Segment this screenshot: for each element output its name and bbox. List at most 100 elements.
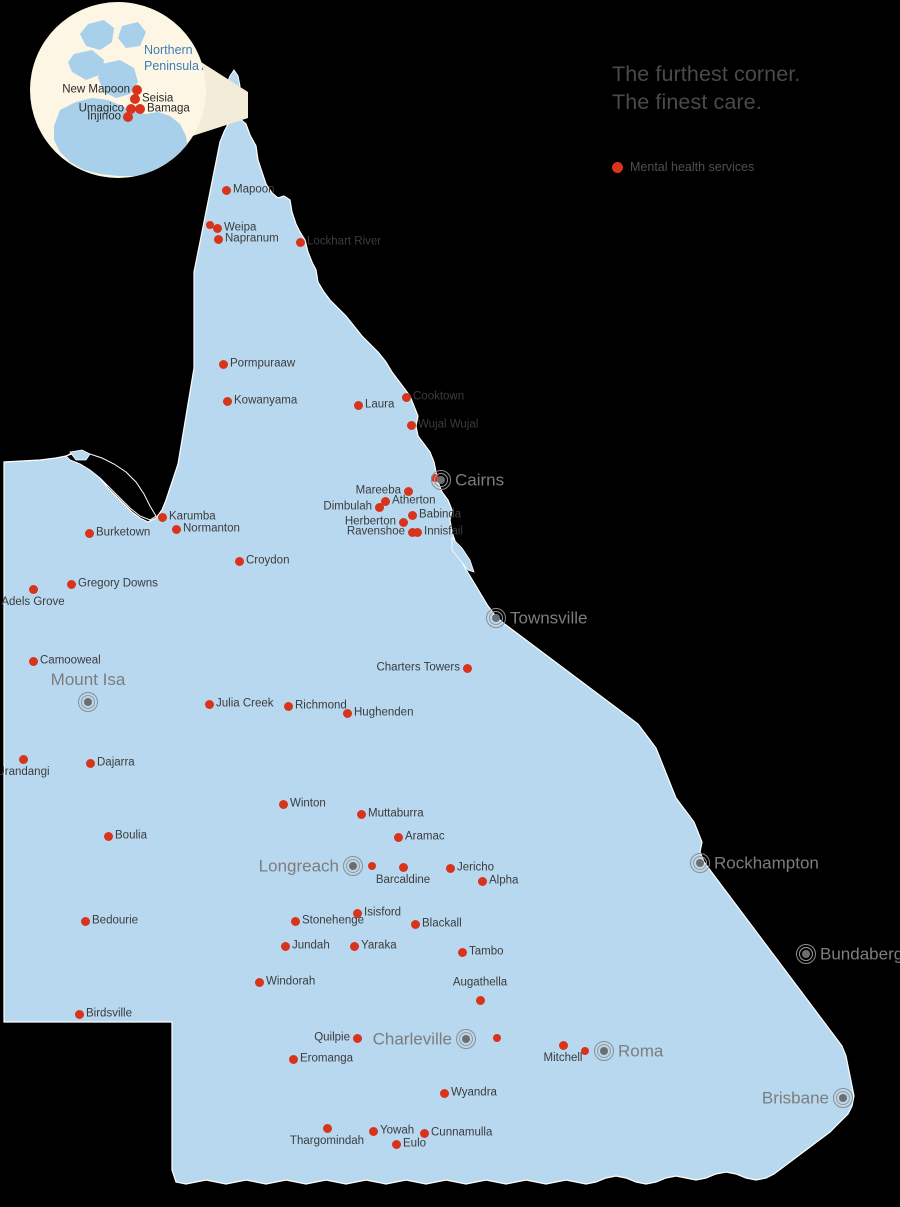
inset-marker-umagico[interactable] <box>126 104 136 114</box>
town-marker-pormpuraaw[interactable] <box>218 359 228 369</box>
town-marker-muttaburra[interactable] <box>356 809 366 819</box>
service-marker-4[interactable] <box>206 221 214 229</box>
town-marker-babinda[interactable] <box>407 510 417 520</box>
town-label-croydon: Croydon <box>246 554 290 567</box>
city-marker-charleville[interactable] <box>456 1029 476 1049</box>
town-marker-birdsville[interactable] <box>74 1009 84 1019</box>
town-marker-hughenden[interactable] <box>342 708 352 718</box>
town-marker-eulo[interactable] <box>391 1139 401 1149</box>
town-marker-herberton[interactable] <box>398 517 408 527</box>
town-label-quilpie: Quilpie <box>314 1031 350 1044</box>
city-marker-townsville[interactable] <box>486 608 506 628</box>
town-label-napranum: Napranum <box>225 232 279 245</box>
town-marker-tambo[interactable] <box>457 947 467 957</box>
city-marker-rockhampton[interactable] <box>690 853 710 873</box>
town-label-dajarra: Dajarra <box>97 756 135 769</box>
service-marker-1[interactable] <box>368 862 376 870</box>
town-marker-dajarra[interactable] <box>85 758 95 768</box>
town-marker-atherton[interactable] <box>380 496 390 506</box>
town-label-kowanyama: Kowanyama <box>234 394 298 407</box>
town-marker-karumba[interactable] <box>157 512 167 522</box>
town-marker-croydon[interactable] <box>234 556 244 566</box>
town-marker-isisford[interactable] <box>352 908 362 918</box>
town-marker-quilpie[interactable] <box>352 1033 362 1043</box>
town-marker-laura[interactable] <box>353 400 363 410</box>
headline-line-1: The furthest corner. <box>612 62 801 86</box>
town-marker-camooweal[interactable] <box>28 656 38 666</box>
town-marker-thargomindah[interactable] <box>322 1123 332 1133</box>
city-label-townsville: Townsville <box>510 608 588 628</box>
town-marker-wyandra[interactable] <box>439 1088 449 1098</box>
inset-label-bamaga: Bamaga <box>147 102 190 115</box>
town-label-aramac: Aramac <box>405 830 445 843</box>
town-marker-yaraka[interactable] <box>349 941 359 951</box>
town-marker-eromanga[interactable] <box>288 1054 298 1064</box>
town-marker-alpha[interactable] <box>477 876 487 886</box>
town-marker-jundah[interactable] <box>280 941 290 951</box>
town-marker-dimbulah[interactable] <box>374 502 384 512</box>
town-label-innisfail: Innisfail <box>424 525 463 538</box>
town-marker-charters-towers[interactable] <box>462 663 472 673</box>
town-marker-stonehenge[interactable] <box>290 916 300 926</box>
town-label-karumba: Karumba <box>169 510 216 523</box>
town-label-normanton: Normanton <box>183 522 240 535</box>
town-marker-kowanyama[interactable] <box>222 396 232 406</box>
town-marker-burketown[interactable] <box>84 528 94 538</box>
inset-marker-bamaga[interactable] <box>135 104 145 114</box>
town-marker-barcaldine[interactable] <box>398 862 408 872</box>
inset-title-line-1: Northern <box>144 43 193 57</box>
city-marker-brisbane[interactable] <box>833 1088 853 1108</box>
inset-marker-new-mapoon[interactable] <box>132 85 142 95</box>
queensland-outline <box>3 117 855 1185</box>
town-marker-adels-grove[interactable] <box>28 584 38 594</box>
town-marker-wujal-wujal[interactable] <box>406 420 416 430</box>
city-marker-longreach[interactable] <box>343 856 363 876</box>
town-marker-boulia[interactable] <box>103 831 113 841</box>
service-marker-0[interactable] <box>493 1034 501 1042</box>
town-marker-winton[interactable] <box>278 799 288 809</box>
town-label-isisford: Isisford <box>364 906 402 919</box>
town-label-augathella: Augathella <box>452 976 508 989</box>
town-marker-richmond[interactable] <box>283 701 293 711</box>
inset-landmass <box>54 20 188 176</box>
town-marker-mapoon[interactable] <box>221 185 231 195</box>
inset-title-line-2: Peninsula Area <box>144 59 206 73</box>
headline: The furthest corner. The finest care. <box>612 60 800 116</box>
town-marker-jericho[interactable] <box>445 863 455 873</box>
city-marker-cairns[interactable] <box>431 470 451 490</box>
town-marker-bedourie[interactable] <box>80 916 90 926</box>
town-marker-blackall[interactable] <box>410 919 420 929</box>
inset-marker-seisia[interactable] <box>130 94 140 104</box>
inset-label-new-mapoon: New Mapoon <box>62 83 130 96</box>
town-marker-cooktown[interactable] <box>401 392 411 402</box>
town-marker-julia-creek[interactable] <box>204 699 214 709</box>
town-label-pormpuraaw: Pormpuraaw <box>230 357 296 370</box>
town-marker-ravenshoe[interactable] <box>407 527 417 537</box>
city-marker-roma[interactable] <box>594 1041 614 1061</box>
town-marker-windorah[interactable] <box>254 977 264 987</box>
service-marker-2[interactable] <box>581 1047 589 1055</box>
town-marker-augathella[interactable] <box>475 995 485 1005</box>
town-label-julia-creek: Julia Creek <box>216 697 274 710</box>
gulf-island <box>69 449 91 461</box>
legend-label: Mental health services <box>630 160 755 174</box>
inset-label-umagico: Umagico <box>78 102 124 115</box>
town-marker-urandangi[interactable] <box>18 754 28 764</box>
town-marker-napranum[interactable] <box>213 234 223 244</box>
town-marker-weipa[interactable] <box>212 223 222 233</box>
inset-marker-injinoo[interactable] <box>123 112 133 122</box>
town-marker-aramac[interactable] <box>393 832 403 842</box>
town-marker-gregory-downs[interactable] <box>66 579 76 589</box>
city-marker-bundaberg[interactable] <box>796 944 816 964</box>
town-marker-cunnamulla[interactable] <box>419 1128 429 1138</box>
city-label-longreach: Longreach <box>258 856 339 876</box>
town-marker-mareeba[interactable] <box>403 486 413 496</box>
town-label-yowah: Yowah <box>380 1124 415 1137</box>
town-marker-yowah[interactable] <box>368 1126 378 1136</box>
town-marker-mitchell[interactable] <box>558 1040 568 1050</box>
town-marker-normanton[interactable] <box>171 524 181 534</box>
town-marker-innisfail[interactable] <box>412 527 422 537</box>
town-label-gregory-downs: Gregory Downs <box>78 577 158 590</box>
town-marker-lockhart-river[interactable] <box>295 237 305 247</box>
city-marker-mount-isa[interactable] <box>78 692 98 712</box>
